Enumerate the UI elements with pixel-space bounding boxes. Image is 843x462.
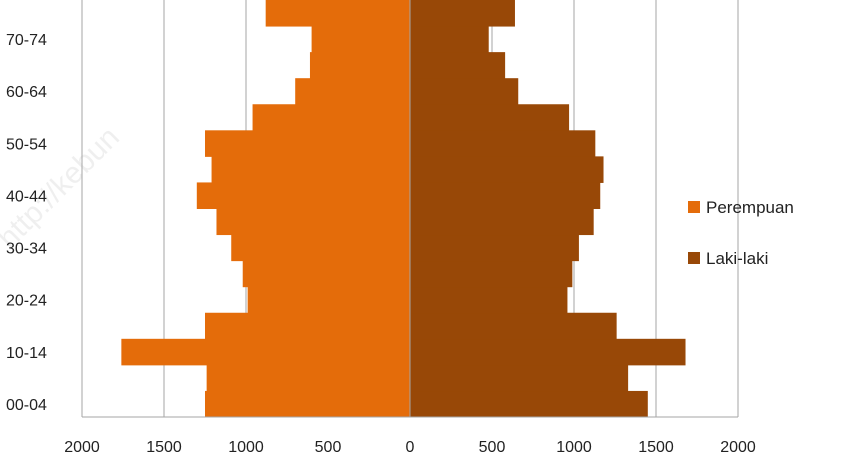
x-tick-label: 1000 (228, 439, 264, 456)
bar-perempuan-40-44 (196, 182, 410, 209)
bar-perempuan-05-09 (206, 364, 410, 392)
bar-laki-laki-35-39 (410, 208, 594, 236)
bar-perempuan-60-64 (295, 78, 410, 105)
y-tick-label: 40-44 (6, 188, 47, 205)
bar-laki-laki-50-54 (410, 130, 596, 157)
bar-laki-laki-05-09 (410, 364, 629, 392)
bar-perempuan-15-19 (205, 312, 410, 340)
y-tick-label: 50-54 (6, 136, 47, 153)
bar-perempuan-10-14 (121, 338, 411, 366)
legend: Perempuan Laki-laki (688, 198, 794, 268)
x-tick-label: 0 (406, 439, 415, 456)
bar-laki-laki-30-34 (410, 234, 579, 262)
x-tick-label: 500 (315, 439, 342, 456)
bar-laki-laki-25-29 (410, 260, 573, 288)
bar-perempuan-45-49 (211, 156, 410, 183)
bars (121, 0, 686, 418)
bar-laki-laki-60-64 (410, 78, 519, 105)
bar-laki-laki-10-14 (410, 338, 686, 366)
bar-perempuan-55-59 (252, 104, 410, 131)
bar-perempuan-65-69 (309, 52, 410, 79)
bar-perempuan-50-54 (205, 130, 410, 157)
bar-laki-laki-40-44 (410, 182, 601, 209)
y-tick-label: 70-74 (6, 32, 47, 49)
bar-perempuan-25-29 (242, 260, 410, 288)
y-tick-label: 20-24 (6, 293, 47, 310)
x-tick-label: 1500 (638, 439, 674, 456)
legend-swatch-perempuan (688, 201, 700, 213)
x-tick-label: 1500 (146, 439, 182, 456)
y-axis-ticks: 00-04 10-14 20-24 30-34 40-44 50-54 60-64 70-74 (6, 32, 47, 414)
x-tick-label: 2000 (720, 439, 756, 456)
bar-laki-laki-75+ (410, 0, 515, 27)
bar-perempuan-20-24 (247, 286, 410, 314)
x-tick-label: 1000 (556, 439, 592, 456)
bar-laki-laki-00-04 (410, 390, 648, 418)
y-tick-label: 30-34 (6, 241, 47, 258)
bar-laki-laki-65-69 (410, 52, 506, 79)
bar-perempuan-00-04 (205, 390, 410, 418)
bar-perempuan-35-39 (216, 208, 410, 236)
axes (81, 0, 738, 418)
legend-label-laki-laki: Laki-laki (706, 249, 768, 268)
x-tick-label: 500 (479, 439, 506, 456)
bar-laki-laki-45-49 (410, 156, 604, 183)
bar-laki-laki-55-59 (410, 104, 570, 131)
y-tick-label: 00-04 (6, 397, 47, 414)
bar-perempuan-75+ (265, 0, 410, 27)
legend-label-perempuan: Perempuan (706, 198, 794, 217)
bar-perempuan-30-34 (231, 234, 410, 262)
y-tick-label: 10-14 (6, 345, 47, 362)
bar-laki-laki-15-19 (410, 312, 617, 340)
x-axis-ticks: 2000 1500 1000 500 0 500 1000 1500 2000 (64, 439, 756, 456)
bar-laki-laki-20-24 (410, 286, 568, 314)
bar-laki-laki-70-74 (410, 26, 489, 53)
bar-perempuan-70-74 (311, 26, 410, 53)
x-tick-label: 2000 (64, 439, 100, 456)
y-tick-label: 60-64 (6, 84, 47, 101)
legend-swatch-laki-laki (688, 252, 700, 264)
